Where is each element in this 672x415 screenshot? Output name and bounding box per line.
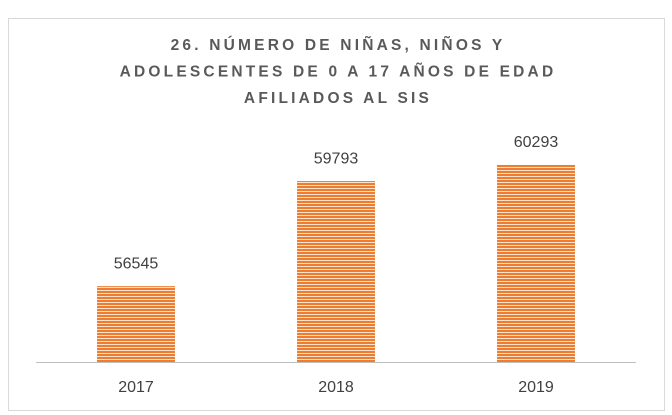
data-label: 60293	[514, 134, 559, 151]
x-tick-label: 2019	[518, 379, 554, 396]
plot-area: 2017 56545 2018 59793 2019 60293	[97, 134, 575, 396]
bar	[297, 181, 375, 362]
data-label: 56545	[114, 255, 159, 272]
x-tick-label: 2018	[318, 379, 354, 396]
chart-title-line: AFILIADOS AL SIS	[244, 90, 432, 107]
bar	[97, 286, 175, 362]
data-label: 59793	[314, 150, 359, 167]
bar	[497, 164, 575, 362]
chart-title-line: 26. NÚMERO DE NIÑAS, NIÑOS Y	[171, 36, 506, 54]
chart-title-line: ADOLESCENTES DE 0 A 17 AÑOS DE EDAD	[120, 63, 557, 81]
x-tick-label: 2017	[118, 379, 154, 396]
chart-title: 26. NÚMERO DE NIÑAS, NIÑOS Y ADOLESCENTES…	[120, 36, 557, 107]
